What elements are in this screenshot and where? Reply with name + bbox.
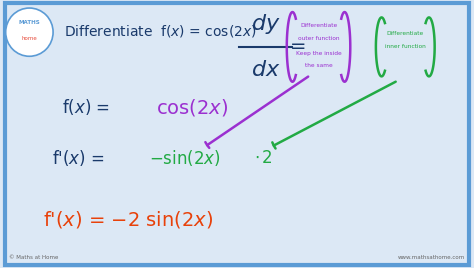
Text: home: home [21,36,37,41]
Text: cos(2$x$): cos(2$x$) [156,97,229,118]
Ellipse shape [6,8,53,56]
Text: f'($x$) =: f'($x$) = [52,148,107,168]
Text: outer function: outer function [298,36,339,41]
Text: Keep the inside: Keep the inside [296,51,341,56]
Text: $dy$: $dy$ [251,12,280,36]
Text: MATHS: MATHS [18,20,40,25]
Text: Differentiate: Differentiate [300,23,337,28]
Text: inner function: inner function [385,44,426,49]
Text: $dx$: $dx$ [251,60,280,80]
Text: © Maths at Home: © Maths at Home [9,255,59,260]
Text: the same: the same [305,63,332,68]
Text: $-$sin(2$x$): $-$sin(2$x$) [149,148,221,168]
Text: www.mathsathome.com: www.mathsathome.com [397,255,465,260]
Text: f($x$) =: f($x$) = [62,97,109,117]
Text: f'($x$) = $-$2 sin(2$x$): f'($x$) = $-$2 sin(2$x$) [43,209,213,230]
Text: Differentiate  f($x$) = cos(2$x$): Differentiate f($x$) = cos(2$x$) [64,23,257,39]
Text: $\cdot\,$2: $\cdot\,$2 [254,149,273,167]
Text: Differentiate: Differentiate [387,31,424,36]
Text: =: = [291,38,307,56]
